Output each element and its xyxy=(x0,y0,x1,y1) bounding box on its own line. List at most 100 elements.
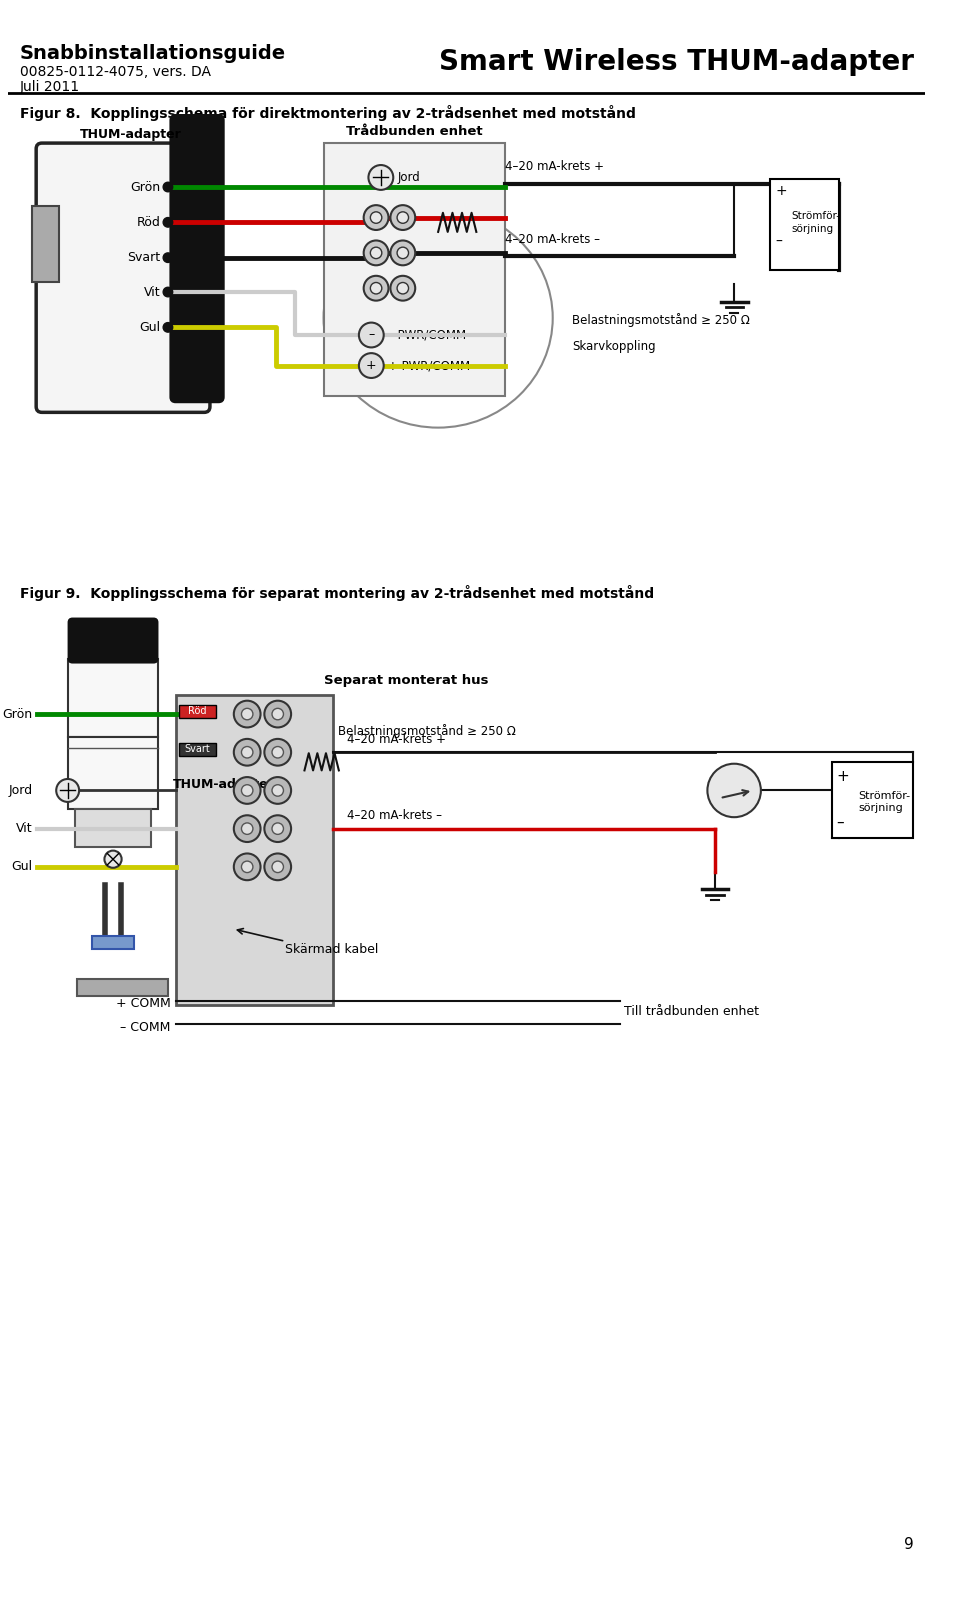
Text: –: – xyxy=(775,235,782,248)
Text: Grön: Grön xyxy=(2,707,33,720)
Text: Svart: Svart xyxy=(184,744,210,754)
Text: Jord: Jord xyxy=(9,784,33,797)
Circle shape xyxy=(272,784,283,797)
Text: Röd: Röd xyxy=(188,706,206,717)
Text: Grön: Grön xyxy=(131,181,160,194)
Text: Belastningsmotstånd ≥ 250 Ω: Belastningsmotstånd ≥ 250 Ω xyxy=(338,723,516,738)
Circle shape xyxy=(242,861,252,872)
Circle shape xyxy=(364,205,389,230)
Text: Jord: Jord xyxy=(398,171,420,184)
Text: Figur 9.  Kopplingsschema för separat montering av 2-trådsenhet med motstånd: Figur 9. Kopplingsschema för separat mon… xyxy=(20,586,654,602)
Bar xyxy=(75,808,151,846)
Circle shape xyxy=(163,253,173,262)
Circle shape xyxy=(242,709,252,720)
Bar xyxy=(33,206,60,283)
Circle shape xyxy=(163,323,173,333)
Text: THUM-adapter: THUM-adapter xyxy=(80,128,181,141)
Circle shape xyxy=(57,779,79,802)
Bar xyxy=(176,694,333,1005)
Circle shape xyxy=(163,218,173,227)
Circle shape xyxy=(272,709,283,720)
Bar xyxy=(67,659,158,738)
Circle shape xyxy=(364,275,389,301)
Text: Juli 2011: Juli 2011 xyxy=(20,80,80,94)
Text: Belastningsmotstånd ≥ 250 Ω: Belastningsmotstånd ≥ 250 Ω xyxy=(572,314,750,326)
Circle shape xyxy=(163,182,173,192)
Circle shape xyxy=(264,853,291,880)
Circle shape xyxy=(272,861,283,872)
Bar xyxy=(324,142,505,397)
FancyBboxPatch shape xyxy=(171,115,224,402)
Text: 4–20 mA-krets +: 4–20 mA-krets + xyxy=(505,160,604,173)
Text: +: + xyxy=(836,770,849,784)
Circle shape xyxy=(397,283,409,294)
Circle shape xyxy=(391,275,416,301)
Text: +: + xyxy=(775,184,787,198)
Circle shape xyxy=(359,354,384,378)
Text: –: – xyxy=(836,814,844,829)
Circle shape xyxy=(371,211,382,224)
Text: Skärmad kabel: Skärmad kabel xyxy=(285,944,379,957)
Circle shape xyxy=(234,739,260,766)
Bar xyxy=(180,704,216,718)
Text: Till trådbunden enhet: Till trådbunden enhet xyxy=(624,1005,759,1019)
Circle shape xyxy=(264,701,291,728)
Circle shape xyxy=(272,822,283,834)
Text: Röd: Röd xyxy=(136,216,160,229)
Circle shape xyxy=(272,747,283,758)
Circle shape xyxy=(163,288,173,298)
Text: Gul: Gul xyxy=(12,861,33,874)
Circle shape xyxy=(708,763,761,818)
Circle shape xyxy=(391,205,416,230)
Text: Skarvkoppling: Skarvkoppling xyxy=(572,339,656,352)
Circle shape xyxy=(234,853,260,880)
Circle shape xyxy=(264,816,291,842)
Circle shape xyxy=(264,778,291,803)
FancyBboxPatch shape xyxy=(68,619,157,662)
Text: 4–20 mA-krets –: 4–20 mA-krets – xyxy=(348,810,443,822)
Circle shape xyxy=(264,739,291,766)
Circle shape xyxy=(371,283,382,294)
Circle shape xyxy=(234,701,260,728)
Bar xyxy=(67,738,158,808)
Text: Snabbinstallationsguide: Snabbinstallationsguide xyxy=(20,43,286,62)
Text: THUM-adapter: THUM-adapter xyxy=(173,778,275,792)
Circle shape xyxy=(234,816,260,842)
Text: 9: 9 xyxy=(904,1538,914,1552)
Circle shape xyxy=(397,211,409,224)
Circle shape xyxy=(364,240,389,266)
Text: 4–20 mA-krets –: 4–20 mA-krets – xyxy=(505,234,600,246)
Text: + PWR/COMM: + PWR/COMM xyxy=(389,358,470,373)
Bar xyxy=(831,762,913,838)
Text: +: + xyxy=(366,358,376,373)
Circle shape xyxy=(359,323,384,347)
Circle shape xyxy=(397,246,409,259)
Text: Gul: Gul xyxy=(139,322,160,334)
Bar xyxy=(92,936,134,949)
Text: – COMM: – COMM xyxy=(120,1021,171,1034)
Circle shape xyxy=(371,246,382,259)
Circle shape xyxy=(105,851,122,867)
Text: Separat monterat hus: Separat monterat hus xyxy=(324,674,488,686)
Text: + COMM: + COMM xyxy=(116,997,171,1010)
Bar xyxy=(77,979,168,995)
Circle shape xyxy=(234,778,260,803)
Text: Smart Wireless THUM-adapter: Smart Wireless THUM-adapter xyxy=(440,48,914,77)
Text: Svart: Svart xyxy=(127,251,160,264)
Circle shape xyxy=(369,165,394,190)
Bar xyxy=(180,742,216,757)
Text: Trådbunden enhet: Trådbunden enhet xyxy=(346,125,483,138)
Text: Vit: Vit xyxy=(15,822,33,835)
FancyBboxPatch shape xyxy=(36,142,210,413)
Text: Strömför-
sörjning: Strömför- sörjning xyxy=(858,790,910,813)
Circle shape xyxy=(242,822,252,834)
Text: –: – xyxy=(369,328,374,341)
Text: Strömför-
sörjning: Strömför- sörjning xyxy=(791,211,840,234)
Circle shape xyxy=(391,240,416,266)
Circle shape xyxy=(242,747,252,758)
Circle shape xyxy=(242,784,252,797)
Text: – PWR/COMM: – PWR/COMM xyxy=(389,328,467,341)
Bar xyxy=(771,179,839,270)
Text: Vit: Vit xyxy=(144,285,160,299)
Text: 00825-0112-4075, vers. DA: 00825-0112-4075, vers. DA xyxy=(20,64,211,78)
